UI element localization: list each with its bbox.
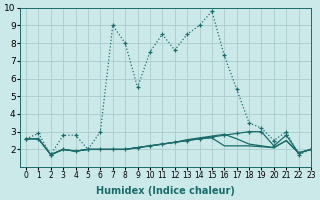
X-axis label: Humidex (Indice chaleur): Humidex (Indice chaleur) <box>96 186 235 196</box>
